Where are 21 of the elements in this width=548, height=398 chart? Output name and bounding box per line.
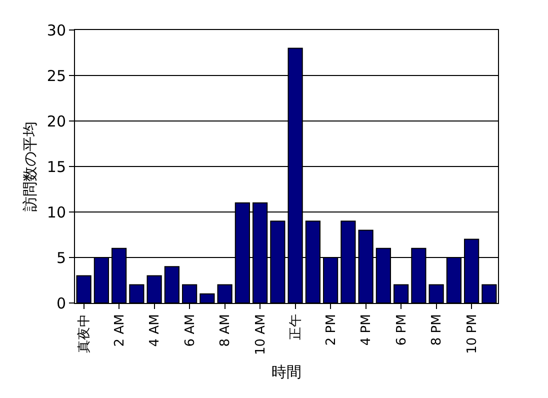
x-axis-title: 時間 <box>272 362 302 381</box>
x-tick-label: 10 PM <box>464 314 480 354</box>
y-tick-label: 10 <box>46 203 66 222</box>
x-tick-label: 正午 <box>288 314 304 340</box>
x-tick-label: 4 PM <box>359 314 374 346</box>
x-tick-label: 8 AM <box>218 314 234 347</box>
x-tick-label: 10 AM <box>253 314 268 355</box>
x-tick-label: 2 AM <box>112 314 128 347</box>
x-tick-label: 真夜中 <box>76 314 92 354</box>
x-tick-label: 2 PM <box>324 314 339 346</box>
y-axis-title: 訪問数の平均 <box>21 122 39 212</box>
y-tick-label: 0 <box>56 294 66 312</box>
x-tick-label: 6 AM <box>182 314 198 347</box>
x-tick-label: 4 AM <box>148 314 163 347</box>
y-tick-label: 20 <box>46 112 66 130</box>
x-tick-label: 8 PM <box>430 314 445 346</box>
y-tick-label: 30 <box>46 21 66 40</box>
x-tick-label: 6 PM <box>394 314 410 346</box>
y-tick-label: 5 <box>56 248 66 267</box>
y-tick-label: 25 <box>46 66 66 85</box>
y-tick-label: 15 <box>46 158 66 176</box>
